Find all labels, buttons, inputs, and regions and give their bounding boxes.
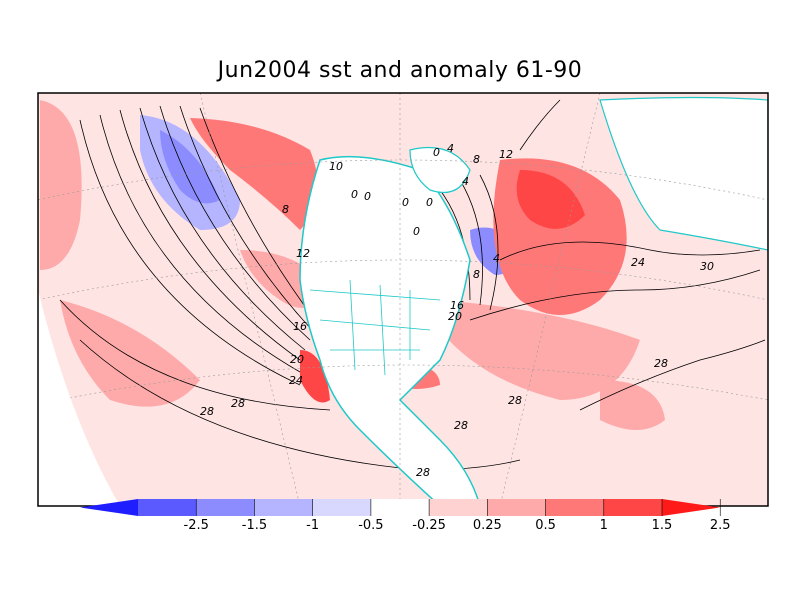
colorbar-tick-label: 0.5 (535, 518, 556, 533)
colorbar-swatch (545, 499, 604, 516)
contour-label: 28 (231, 397, 245, 410)
graticule (38, 92, 768, 506)
colorbar-tick-label: 1 (600, 518, 608, 533)
contour-label: 0 (433, 146, 440, 159)
map-title: Jun2004 sst and anomaly 61-90 (217, 58, 583, 83)
colorbar-swatch (370, 499, 430, 516)
contour-label: 28 (508, 394, 522, 407)
colorbar-tick-label: -0.25 (412, 518, 446, 533)
contour-label: 16 (293, 320, 307, 333)
contour-label: 0 (426, 196, 433, 209)
positive-anomaly-tropical-pacific (60, 300, 200, 407)
contour-label: 16 (450, 299, 464, 312)
europe-landmass (599, 96, 768, 251)
contour-label: 0 (413, 225, 420, 238)
contour-label: 10 (329, 160, 343, 173)
colorbar-arrow-high (662, 499, 720, 516)
colorbar-tick-label: -1 (306, 518, 319, 533)
contour-label: 28 (654, 357, 668, 370)
colorbar-tick-label: -2.5 (184, 518, 209, 533)
positive-anomaly-west (40, 100, 82, 270)
contour-label: 20 (290, 353, 304, 366)
contour-label: 30 (700, 260, 714, 273)
contour-labels: 0 0 0 0 0 0 4 4 4 8 8 8 10 12 12 16 16 2… (200, 142, 714, 479)
colorbar-tick-label: 1.5 (652, 518, 673, 533)
colorbar-swatch (196, 499, 255, 516)
anomaly-field (38, 92, 768, 506)
greenland-landmass (409, 146, 471, 194)
colorbar-tick-label: 0.25 (473, 518, 502, 533)
colorbar-tick-label: -0.5 (358, 518, 383, 533)
colorbar-swatch (312, 499, 371, 516)
north-america-landmass (299, 155, 481, 506)
contour-label: 28 (454, 419, 468, 432)
contour-label: 12 (296, 247, 310, 260)
contour-label: 24 (289, 374, 303, 387)
contour-label: 0 (351, 188, 358, 201)
contour-label: 24 (631, 256, 645, 269)
political-boundaries (309, 279, 441, 376)
colorbar-swatch (254, 499, 313, 516)
contour-label: 8 (473, 153, 480, 166)
contour-label: 8 (282, 203, 289, 216)
positive-anomaly-core-atlantic (516, 170, 585, 229)
colorbar-swatch (603, 499, 662, 516)
colorbar-swatch (487, 499, 546, 516)
colorbar-tick-label: -1.5 (242, 518, 267, 533)
contour-label: 28 (416, 466, 430, 479)
positive-anomaly-baja (300, 350, 330, 403)
colorbar-swatch (138, 499, 197, 516)
contour-label: 0 (402, 196, 409, 209)
contour-label: 12 (499, 148, 513, 161)
contour-label: 4 (493, 252, 500, 265)
contour-label: 4 (447, 142, 454, 155)
sst-contours (59, 99, 766, 471)
positive-anomaly-subtropical-atlantic (440, 300, 640, 400)
positive-anomaly-gulf-alaska (190, 118, 318, 230)
contour-label: 20 (448, 310, 462, 323)
colorbar-tick-label: 2.5 (710, 518, 731, 533)
contour-label: 0 (364, 190, 371, 203)
contour-label: 8 (473, 268, 480, 281)
colorbar-swatch (429, 499, 488, 516)
colorbar-arrow-low (80, 499, 138, 516)
colorbar: -2.5 -1.5 -1 -0.5 -0.25 0.25 0.5 1 1.5 2.5 (80, 499, 731, 533)
contour-label: 4 (462, 175, 469, 188)
contour-label: 28 (200, 405, 214, 418)
